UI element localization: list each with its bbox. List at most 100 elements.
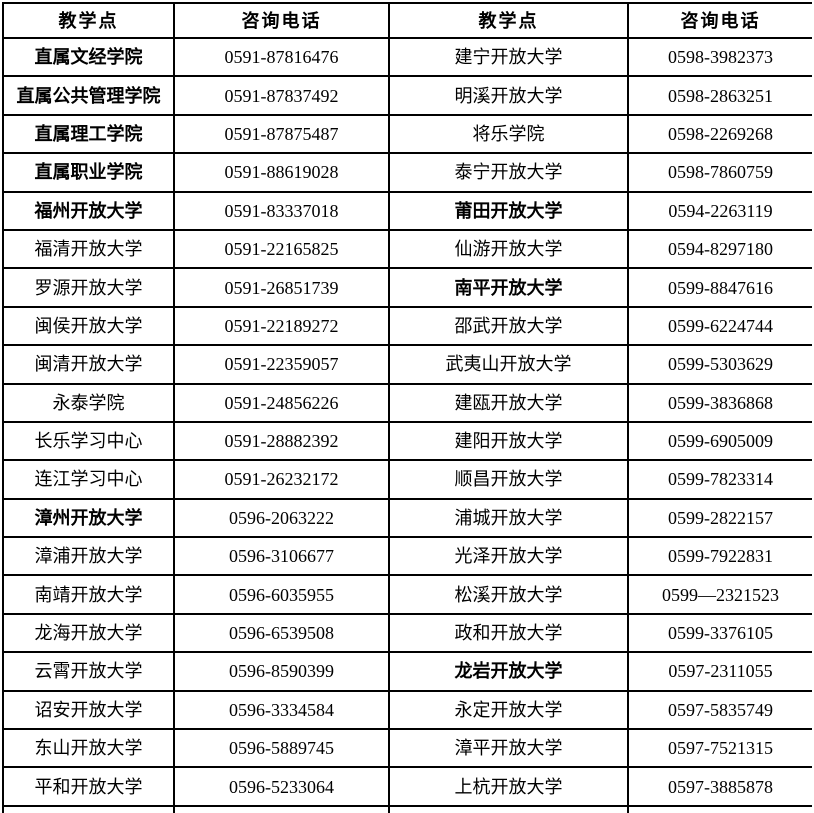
phone-cell: 0597-2311055 — [627, 651, 812, 692]
table-row: 福州开放大学 0591-83337018 莆田开放大学 0594-2263119 — [2, 190, 812, 231]
teaching-point-cell: 直属职业学院 — [2, 152, 175, 193]
empty-cell — [173, 804, 390, 813]
teaching-point-cell: 福清开放大学 — [2, 228, 175, 270]
teaching-point-cell: 建宁开放大学 — [388, 36, 629, 78]
teaching-point-cell: 连江学习中心 — [2, 459, 175, 500]
table-row: 连江学习中心 0591-26232172 顺昌开放大学 0599-7823314 — [2, 459, 812, 500]
teaching-point-cell: 漳平开放大学 — [388, 728, 629, 769]
phone-cell: 0591-22189272 — [173, 305, 390, 347]
teaching-point-cell: 永泰学院 — [2, 382, 175, 423]
table-body: 直属文经学院 0591-87816476 建宁开放大学 0598-3982373 直属公… — [2, 36, 812, 813]
teaching-point-cell: 直属文经学院 — [2, 36, 175, 78]
phone-cell: 0596-6035955 — [173, 574, 390, 615]
phone-cell: 0596-2063222 — [173, 497, 390, 539]
teaching-point-cell: 云霄开放大学 — [2, 651, 175, 692]
phone-cell: 0597-7521315 — [627, 728, 812, 769]
teaching-point-cell: 闽侯开放大学 — [2, 305, 175, 347]
table-row: 福清开放大学 0591-22165825 仙游开放大学 0594-8297180 — [2, 228, 812, 270]
teaching-point-cell: 长乐学习中心 — [2, 420, 175, 462]
phone-cell: 0596-6539508 — [173, 612, 390, 654]
empty-cell — [388, 804, 629, 813]
teaching-point-cell: 莆田开放大学 — [388, 190, 629, 231]
teaching-point-cell: 南靖开放大学 — [2, 574, 175, 615]
table-row: 直属文经学院 0591-87816476 建宁开放大学 0598-3982373 — [2, 36, 812, 78]
phone-cell: 0599-7922831 — [627, 536, 812, 577]
phone-cell: 0591-26851739 — [173, 267, 390, 308]
phone-cell: 0591-28882392 — [173, 420, 390, 462]
table-row: 龙海开放大学 0596-6539508 政和开放大学 0599-3376105 — [2, 612, 812, 654]
teaching-point-cell: 浦城开放大学 — [388, 497, 629, 539]
table-row: 东山开放大学 0596-5889745 漳平开放大学 0597-7521315 — [2, 728, 812, 769]
phone-cell: 0591-87837492 — [173, 75, 390, 116]
phone-cell: 0594-8297180 — [627, 228, 812, 270]
phone-cell: 0599-3836868 — [627, 382, 812, 423]
phone-cell: 0599-7823314 — [627, 459, 812, 500]
phone-cell: 0596-3334584 — [173, 689, 390, 731]
table-row: 长乐学习中心 0591-28882392 建阳开放大学 0599-6905009 — [2, 420, 812, 462]
header-teaching-point-left: 教学点 — [2, 2, 175, 39]
teaching-point-cell: 将乐学院 — [388, 113, 629, 155]
teaching-point-cell: 平和开放大学 — [2, 766, 175, 807]
phone-cell: 0591-22165825 — [173, 228, 390, 270]
table-row: 南靖开放大学 0596-6035955 松溪开放大学 0599—2321523 — [2, 574, 812, 615]
phone-cell: 0591-87816476 — [173, 36, 390, 78]
phone-cell: 0596-3106677 — [173, 536, 390, 577]
partial-row — [2, 804, 812, 813]
phone-cell: 0597-3885878 — [627, 766, 812, 807]
phone-cell: 0599-6224744 — [627, 305, 812, 347]
header-row: 教学点 咨询电话 教学点 咨询电话 — [2, 2, 812, 39]
teaching-point-cell: 漳浦开放大学 — [2, 536, 175, 577]
teaching-point-cell: 光泽开放大学 — [388, 536, 629, 577]
phone-cell: 0598-2863251 — [627, 75, 812, 116]
empty-cell — [2, 804, 175, 813]
phone-cell: 0598-7860759 — [627, 152, 812, 193]
teaching-point-cell: 松溪开放大学 — [388, 574, 629, 615]
table-row: 漳浦开放大学 0596-3106677 光泽开放大学 0599-7922831 — [2, 536, 812, 577]
teaching-point-cell: 龙海开放大学 — [2, 612, 175, 654]
table-row: 云霄开放大学 0596-8590399 龙岩开放大学 0597-2311055 — [2, 651, 812, 692]
teaching-point-cell: 永定开放大学 — [388, 689, 629, 731]
table-row: 平和开放大学 0596-5233064 上杭开放大学 0597-3885878 — [2, 766, 812, 807]
header-teaching-point-right: 教学点 — [388, 2, 629, 39]
teaching-point-cell: 东山开放大学 — [2, 728, 175, 769]
table-row: 永泰学院 0591-24856226 建瓯开放大学 0599-3836868 — [2, 382, 812, 423]
teaching-point-cell: 邵武开放大学 — [388, 305, 629, 347]
teaching-point-cell: 南平开放大学 — [388, 267, 629, 308]
phone-cell: 0599-6905009 — [627, 420, 812, 462]
teaching-point-cell: 龙岩开放大学 — [388, 651, 629, 692]
teaching-point-cell: 顺昌开放大学 — [388, 459, 629, 500]
table-row: 直属职业学院 0591-88619028 泰宁开放大学 0598-7860759 — [2, 152, 812, 193]
phone-cell: 0591-88619028 — [173, 152, 390, 193]
phone-cell: 0598-2269268 — [627, 113, 812, 155]
teaching-point-cell: 福州开放大学 — [2, 190, 175, 231]
phone-cell: 0596-5889745 — [173, 728, 390, 769]
table-row: 直属公共管理学院 0591-87837492 明溪开放大学 0598-2863251 — [2, 75, 812, 116]
header-phone-left: 咨询电话 — [173, 2, 390, 39]
phone-cell: 0596-5233064 — [173, 766, 390, 807]
phone-cell: 0591-83337018 — [173, 190, 390, 231]
teaching-point-cell: 诏安开放大学 — [2, 689, 175, 731]
table-row: 漳州开放大学 0596-2063222 浦城开放大学 0599-2822157 — [2, 497, 812, 539]
teaching-point-cell: 直属公共管理学院 — [2, 75, 175, 116]
table-row: 罗源开放大学 0591-26851739 南平开放大学 0599-8847616 — [2, 267, 812, 308]
phone-cell: 0599-2822157 — [627, 497, 812, 539]
phone-cell: 0599—2321523 — [627, 574, 812, 615]
table-header: 教学点 咨询电话 教学点 咨询电话 — [2, 2, 812, 39]
teaching-point-cell: 仙游开放大学 — [388, 228, 629, 270]
phone-cell: 0599-8847616 — [627, 267, 812, 308]
table-row: 闽侯开放大学 0591-22189272 邵武开放大学 0599-6224744 — [2, 305, 812, 347]
phone-cell: 0596-8590399 — [173, 651, 390, 692]
teaching-point-cell: 武夷山开放大学 — [388, 344, 629, 385]
phone-cell: 0594-2263119 — [627, 190, 812, 231]
teaching-point-cell: 漳州开放大学 — [2, 497, 175, 539]
teaching-point-cell: 政和开放大学 — [388, 612, 629, 654]
table-row: 诏安开放大学 0596-3334584 永定开放大学 0597-5835749 — [2, 689, 812, 731]
empty-cell — [627, 804, 812, 813]
teaching-point-cell: 闽清开放大学 — [2, 344, 175, 385]
teaching-point-cell: 建瓯开放大学 — [388, 382, 629, 423]
phone-cell: 0599-3376105 — [627, 612, 812, 654]
phone-cell: 0598-3982373 — [627, 36, 812, 78]
teaching-point-cell: 建阳开放大学 — [388, 420, 629, 462]
